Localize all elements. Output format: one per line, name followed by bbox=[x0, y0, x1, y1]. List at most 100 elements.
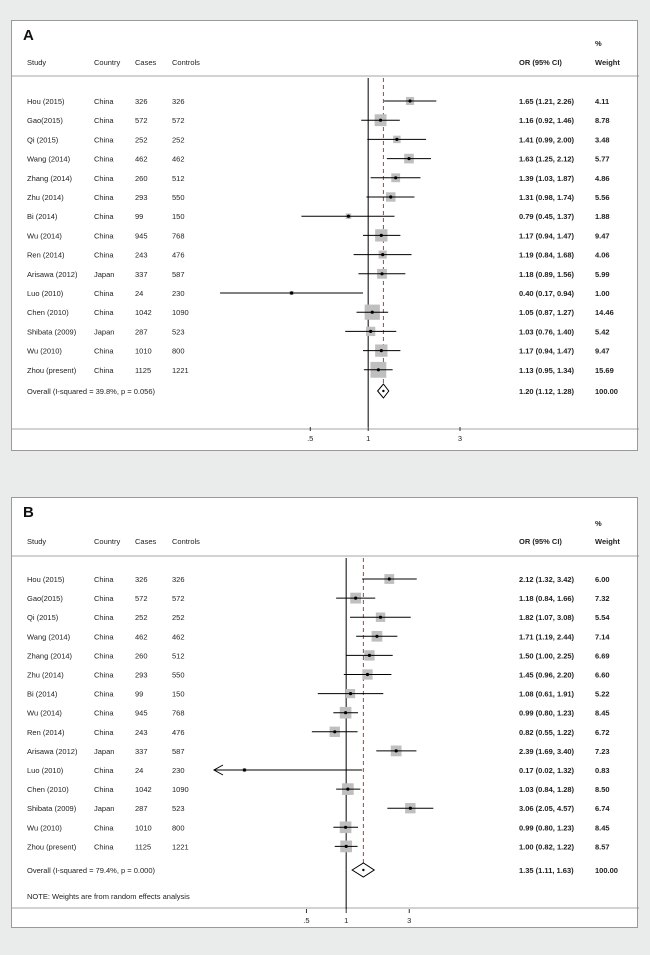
study-controls: 462 bbox=[172, 155, 185, 164]
weights-note: NOTE: Weights are from random effects an… bbox=[27, 892, 190, 901]
header-country: Country bbox=[94, 537, 121, 546]
study-name: Wang (2014) bbox=[27, 632, 71, 641]
point-estimate bbox=[370, 310, 374, 314]
point-estimate bbox=[375, 634, 379, 638]
point-estimate bbox=[354, 596, 358, 600]
study-name: Gao(2015) bbox=[27, 594, 63, 603]
header-cases: Cases bbox=[135, 537, 157, 546]
study-or-ci: 1.05 (0.87, 1.27) bbox=[519, 308, 575, 317]
study-name: Bi (2014) bbox=[27, 690, 58, 699]
study-country: Japan bbox=[94, 270, 114, 279]
study-weight: 7.23 bbox=[595, 747, 610, 756]
study-name: Qi (2015) bbox=[27, 613, 59, 622]
header-or-ci: OR (95% CI) bbox=[519, 58, 562, 67]
study-weight: 3.48 bbox=[595, 135, 610, 144]
point-estimate bbox=[408, 806, 412, 810]
header-percent: % bbox=[595, 519, 602, 528]
study-country: China bbox=[94, 193, 114, 202]
study-controls: 572 bbox=[172, 594, 185, 603]
study-name: Wang (2014) bbox=[27, 155, 71, 164]
x-tick-label: .5 bbox=[303, 916, 309, 925]
pooled-point bbox=[382, 389, 385, 393]
study-cases: 24 bbox=[135, 766, 143, 775]
point-estimate bbox=[379, 349, 383, 353]
study-or-ci: 1.39 (1.03, 1.87) bbox=[519, 174, 575, 183]
study-cases: 1125 bbox=[135, 842, 151, 851]
study-country: China bbox=[94, 289, 114, 298]
study-cases: 1042 bbox=[135, 308, 152, 317]
study-weight: 8.50 bbox=[595, 785, 610, 794]
study-cases: 99 bbox=[135, 690, 143, 699]
forest-plot-b: % Study Country Cases Controls OR (95% CI) Wei… bbox=[12, 519, 639, 925]
study-name: Zhang (2014) bbox=[27, 174, 73, 183]
study-weight: 7.32 bbox=[595, 594, 610, 603]
header-percent: % bbox=[595, 39, 602, 48]
study-or-ci: 1.50 (1.00, 2.25) bbox=[519, 651, 575, 660]
x-tick-label: 1 bbox=[344, 916, 348, 925]
study-controls: 523 bbox=[172, 327, 185, 336]
header-controls: Controls bbox=[172, 58, 200, 67]
study-cases: 260 bbox=[135, 174, 148, 183]
forest-panel-a: A % Study Country Cases Controls OR (95% CI) W… bbox=[11, 20, 639, 451]
study-controls: 587 bbox=[172, 270, 185, 279]
study-cases: 260 bbox=[135, 651, 148, 660]
study-controls: 252 bbox=[172, 613, 185, 622]
study-or-ci: 1.08 (0.61, 1.91) bbox=[519, 690, 575, 699]
study-controls: 1090 bbox=[172, 308, 189, 317]
pooled-point bbox=[362, 868, 365, 872]
study-or-ci: 1.45 (0.96, 2.20) bbox=[519, 671, 575, 680]
study-or-ci: 3.06 (2.05, 4.57) bbox=[519, 804, 575, 813]
point-estimate bbox=[333, 730, 337, 734]
study-country: China bbox=[94, 651, 114, 660]
study-country: China bbox=[94, 251, 114, 260]
point-estimate bbox=[346, 787, 350, 791]
study-name: Ren (2014) bbox=[27, 728, 65, 737]
study-or-ci: 1.71 (1.19, 2.44) bbox=[519, 632, 575, 641]
point-estimate bbox=[407, 157, 411, 161]
study-cases: 293 bbox=[135, 671, 148, 680]
study-weight: 6.69 bbox=[595, 651, 610, 660]
x-tick-label: .5 bbox=[307, 434, 313, 443]
study-cases: 945 bbox=[135, 709, 148, 718]
study-cases: 1042 bbox=[135, 785, 152, 794]
study-cases: 1125 bbox=[135, 366, 151, 375]
study-name: Zhou (present) bbox=[27, 842, 77, 851]
point-estimate bbox=[381, 253, 385, 257]
study-cases: 243 bbox=[135, 251, 148, 260]
header-study: Study bbox=[27, 58, 46, 67]
header-weight: Weight bbox=[595, 537, 620, 546]
study-cases: 337 bbox=[135, 747, 148, 756]
study-weight: 5.54 bbox=[595, 613, 610, 622]
study-weight: 8.45 bbox=[595, 823, 610, 832]
study-or-ci: 0.17 (0.02, 1.32) bbox=[519, 766, 575, 775]
study-name: Zhu (2014) bbox=[27, 193, 64, 202]
study-country: China bbox=[94, 632, 114, 641]
study-or-ci: 0.40 (0.17, 0.94) bbox=[519, 289, 575, 298]
study-name: Wu (2010) bbox=[27, 823, 62, 832]
point-estimate bbox=[380, 272, 384, 276]
study-or-ci: 1.00 (0.82, 1.22) bbox=[519, 842, 575, 851]
study-weight: 8.45 bbox=[595, 709, 610, 718]
study-name: Zhang (2014) bbox=[27, 651, 73, 660]
study-country: China bbox=[94, 690, 114, 699]
header-weight: Weight bbox=[595, 58, 620, 67]
study-weight: 5.56 bbox=[595, 193, 610, 202]
study-or-ci: 1.82 (1.07, 3.08) bbox=[519, 613, 575, 622]
study-country: China bbox=[94, 212, 114, 221]
study-cases: 1010 bbox=[135, 823, 152, 832]
study-controls: 252 bbox=[172, 135, 185, 144]
x-tick-label: 1 bbox=[366, 434, 370, 443]
forest-panel-b: B % Study Country Cases Controls OR (95% CI) W… bbox=[11, 497, 639, 928]
study-or-ci: 1.03 (0.84, 1.28) bbox=[519, 785, 575, 794]
overall-label: Overall (I-squared = 39.8%, p = 0.056) bbox=[27, 387, 155, 396]
study-or-ci: 0.99 (0.80, 1.23) bbox=[519, 709, 575, 718]
study-weight: 5.22 bbox=[595, 690, 610, 699]
study-or-ci: 1.19 (0.84, 1.68) bbox=[519, 251, 575, 260]
point-estimate bbox=[242, 768, 247, 772]
x-tick-label: 3 bbox=[458, 434, 462, 443]
study-country: China bbox=[94, 613, 114, 622]
study-country: China bbox=[94, 347, 114, 356]
study-name: Chen (2010) bbox=[27, 308, 69, 317]
overall-label: Overall (I-squared = 79.4%, p = 0.000) bbox=[27, 866, 155, 875]
point-estimate bbox=[346, 214, 351, 218]
